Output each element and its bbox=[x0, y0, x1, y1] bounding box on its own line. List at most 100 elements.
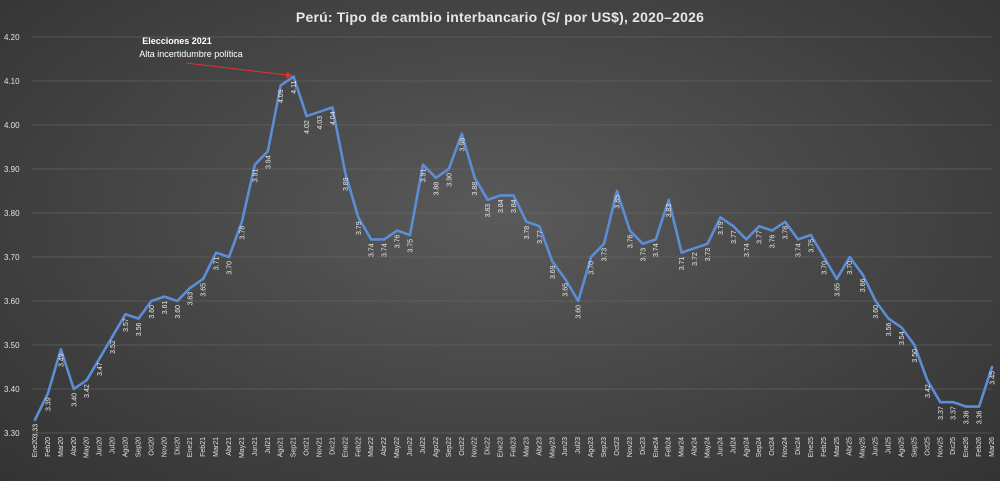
data-label: 3.40 bbox=[71, 393, 78, 407]
x-tick-label: Oct23 bbox=[614, 437, 621, 456]
x-tick-label: Nov22 bbox=[472, 437, 479, 457]
x-tick-label: Jul24 bbox=[730, 437, 737, 454]
x-tick-label: May25 bbox=[860, 437, 867, 458]
x-tick-label: Mar23 bbox=[523, 437, 530, 457]
y-tick-label: 3.60 bbox=[4, 297, 20, 306]
x-tick-label: Ene25 bbox=[808, 437, 815, 457]
x-tick-label: Jun23 bbox=[562, 437, 569, 456]
x-tick-label: Feb22 bbox=[355, 437, 362, 457]
data-label: 3.65 bbox=[563, 283, 570, 297]
y-tick-label: 3.40 bbox=[4, 385, 20, 394]
x-tick-label: Ene24 bbox=[653, 437, 660, 457]
y-tick-label: 3.80 bbox=[4, 209, 20, 218]
data-label: 3.66 bbox=[860, 278, 867, 292]
x-tick-label: Abr23 bbox=[536, 437, 543, 456]
x-tick-label: Ago23 bbox=[588, 437, 595, 457]
data-label: 4.03 bbox=[317, 116, 324, 130]
data-label: 3.74 bbox=[369, 243, 376, 257]
x-tick-label: Sep23 bbox=[601, 437, 608, 457]
x-tick-label: May24 bbox=[704, 437, 711, 458]
data-label: 3.78 bbox=[783, 226, 790, 240]
x-tick-label: Nov23 bbox=[627, 437, 634, 457]
data-label: 3.39 bbox=[45, 397, 52, 411]
data-label: 3.77 bbox=[537, 230, 544, 244]
data-label: 3.69 bbox=[550, 265, 557, 279]
x-tick-label: Mar20 bbox=[58, 437, 65, 457]
y-tick-label: 4.20 bbox=[4, 33, 20, 42]
data-label: 3.54 bbox=[899, 331, 906, 345]
x-tick-label: Ago21 bbox=[278, 437, 285, 457]
x-tick-label: Jun22 bbox=[407, 437, 414, 456]
data-label: 3.45 bbox=[990, 371, 997, 385]
x-tick-label: Feb26 bbox=[976, 437, 983, 457]
x-tick-label: Ago24 bbox=[743, 437, 750, 457]
x-tick-label: Mar24 bbox=[679, 437, 686, 457]
x-tick-label: Dic25 bbox=[950, 437, 957, 455]
data-label: 3.70 bbox=[226, 261, 233, 275]
x-tick-label: Nov21 bbox=[317, 437, 324, 457]
data-label: 4.04 bbox=[330, 111, 337, 125]
data-label: 3.47 bbox=[97, 362, 104, 376]
data-label: 3.84 bbox=[511, 199, 518, 213]
x-tick-label: Oct22 bbox=[459, 437, 466, 456]
y-tick-label: 3.30 bbox=[4, 429, 20, 438]
data-label: 3.79 bbox=[718, 221, 725, 235]
x-tick-label: Ago22 bbox=[433, 437, 440, 457]
data-label: 3.88 bbox=[472, 182, 479, 196]
data-label: 4.02 bbox=[304, 120, 311, 134]
y-tick-label: 3.90 bbox=[4, 165, 20, 174]
x-tick-label: Dic23 bbox=[640, 437, 647, 455]
x-tick-label: Abr22 bbox=[381, 437, 388, 456]
x-tick-label: Jul21 bbox=[265, 437, 272, 454]
data-label: 3.84 bbox=[498, 199, 505, 213]
data-label: 3.77 bbox=[757, 230, 764, 244]
data-label: 3.74 bbox=[653, 243, 660, 257]
x-tick-label: Jul23 bbox=[575, 437, 582, 454]
data-label: 3.79 bbox=[356, 221, 363, 235]
annotation: Elecciones 2021 Alta incertidumbre polít… bbox=[139, 36, 293, 79]
x-tick-label: Abr20 bbox=[71, 437, 78, 456]
x-tick-label: Ago20 bbox=[123, 437, 130, 457]
data-label: 3.76 bbox=[627, 234, 634, 248]
gridlines bbox=[32, 36, 992, 434]
y-tick-label: 3.70 bbox=[4, 253, 20, 262]
data-label: 3.52 bbox=[110, 340, 117, 354]
data-label: 3.89 bbox=[343, 177, 350, 191]
x-tick-label: Feb25 bbox=[821, 437, 828, 457]
x-tick-label: Oct25 bbox=[924, 437, 931, 456]
series-line-layer bbox=[33, 75, 994, 422]
data-labels: 3.33 3.39 3.49 3.40 3.42 3.47 3.52 3.57 3.56 3.60… bbox=[33, 80, 997, 437]
data-label: 3.70 bbox=[821, 261, 828, 275]
data-label: 3.78 bbox=[524, 226, 531, 240]
y-tick-label: 4.10 bbox=[4, 77, 20, 86]
y-tick-label: 3.50 bbox=[4, 341, 20, 350]
x-tick-label: Sep21 bbox=[291, 437, 298, 457]
x-tick-label: Dic21 bbox=[329, 437, 336, 455]
data-label: 3.50 bbox=[912, 349, 919, 363]
data-label: 3.76 bbox=[770, 234, 777, 248]
data-label: 3.57 bbox=[123, 318, 130, 332]
x-tick-label: Sep24 bbox=[756, 437, 763, 457]
data-label: 3.36 bbox=[977, 410, 984, 424]
x-tick-label: Jul25 bbox=[886, 437, 893, 454]
data-label: 3.70 bbox=[847, 261, 854, 275]
data-label: 3.83 bbox=[485, 204, 492, 218]
x-tick-label: Jul22 bbox=[420, 437, 427, 454]
data-label: 3.37 bbox=[951, 406, 958, 420]
x-tick-label: Mar26 bbox=[989, 437, 996, 457]
x-tick-label: May22 bbox=[394, 437, 401, 458]
annotation-arrow bbox=[185, 62, 293, 79]
data-label: 3.91 bbox=[252, 168, 259, 182]
data-label: 3.83 bbox=[666, 204, 673, 218]
data-label: 3.33 bbox=[33, 424, 40, 438]
annotation-text: Alta incertidumbre política bbox=[139, 49, 243, 59]
x-tick-label: Ene26 bbox=[963, 437, 970, 457]
data-label: 3.77 bbox=[731, 230, 738, 244]
data-label: 3.76 bbox=[395, 234, 402, 248]
x-tick-label: Mar21 bbox=[213, 437, 220, 457]
data-label: 3.63 bbox=[188, 292, 195, 306]
data-label: 3.36 bbox=[964, 410, 971, 424]
x-tick-label: Ene21 bbox=[187, 437, 194, 457]
x-tick-label: Sep20 bbox=[135, 437, 142, 457]
